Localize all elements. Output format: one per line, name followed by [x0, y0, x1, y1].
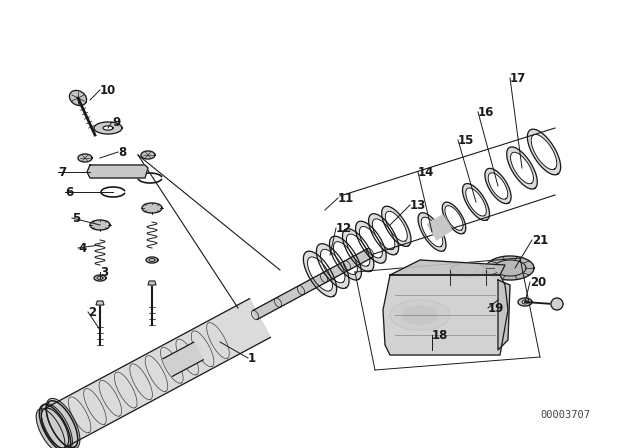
- Polygon shape: [46, 398, 80, 448]
- Text: 20: 20: [530, 276, 547, 289]
- Polygon shape: [450, 263, 486, 277]
- Text: 16: 16: [478, 105, 494, 119]
- Polygon shape: [45, 299, 271, 448]
- Polygon shape: [146, 257, 158, 263]
- Polygon shape: [303, 251, 337, 297]
- Polygon shape: [360, 227, 382, 258]
- Text: 10: 10: [100, 83, 116, 96]
- Polygon shape: [527, 129, 561, 175]
- Polygon shape: [498, 280, 510, 350]
- Polygon shape: [445, 206, 463, 230]
- Polygon shape: [442, 202, 466, 234]
- Polygon shape: [507, 147, 538, 189]
- Polygon shape: [94, 122, 122, 134]
- Polygon shape: [115, 168, 125, 174]
- Text: 9: 9: [112, 116, 120, 129]
- Polygon shape: [383, 275, 508, 355]
- Polygon shape: [90, 220, 110, 230]
- Polygon shape: [46, 401, 77, 448]
- Text: 12: 12: [336, 221, 352, 234]
- Polygon shape: [390, 300, 450, 330]
- Polygon shape: [488, 173, 508, 199]
- Polygon shape: [103, 126, 113, 130]
- Polygon shape: [41, 404, 72, 448]
- Polygon shape: [330, 236, 362, 280]
- Polygon shape: [148, 281, 156, 285]
- Polygon shape: [518, 298, 532, 306]
- Text: 1: 1: [248, 352, 256, 365]
- Text: 00003707: 00003707: [540, 410, 590, 420]
- Polygon shape: [511, 152, 534, 184]
- Polygon shape: [141, 151, 155, 159]
- Polygon shape: [78, 154, 92, 162]
- Text: 15: 15: [458, 134, 474, 146]
- Polygon shape: [485, 168, 511, 204]
- Polygon shape: [346, 234, 370, 266]
- Polygon shape: [142, 203, 162, 213]
- Polygon shape: [369, 214, 399, 255]
- Text: 18: 18: [432, 328, 449, 341]
- Text: 11: 11: [338, 191, 355, 204]
- Text: 21: 21: [532, 233, 548, 246]
- Polygon shape: [308, 257, 332, 291]
- Polygon shape: [342, 229, 374, 271]
- Text: 3: 3: [100, 266, 108, 279]
- Polygon shape: [95, 168, 105, 174]
- Polygon shape: [531, 134, 557, 169]
- Polygon shape: [372, 219, 395, 250]
- Polygon shape: [36, 409, 65, 448]
- Text: 13: 13: [410, 198, 426, 211]
- Text: 8: 8: [118, 146, 126, 159]
- Polygon shape: [385, 211, 407, 241]
- Circle shape: [551, 298, 563, 310]
- Polygon shape: [163, 342, 204, 376]
- Text: 14: 14: [418, 165, 435, 178]
- Polygon shape: [42, 408, 68, 448]
- Polygon shape: [96, 301, 104, 305]
- Polygon shape: [466, 188, 486, 216]
- Polygon shape: [94, 275, 106, 281]
- Polygon shape: [402, 306, 438, 324]
- Polygon shape: [421, 217, 443, 247]
- Polygon shape: [39, 405, 70, 448]
- Text: 17: 17: [510, 72, 526, 85]
- Polygon shape: [87, 165, 148, 178]
- Polygon shape: [321, 249, 345, 283]
- Polygon shape: [418, 213, 446, 251]
- Text: 19: 19: [488, 302, 504, 314]
- Text: 6: 6: [65, 185, 73, 198]
- Polygon shape: [428, 215, 452, 240]
- Polygon shape: [316, 244, 349, 289]
- Polygon shape: [333, 241, 357, 275]
- Polygon shape: [356, 221, 386, 263]
- Polygon shape: [253, 249, 372, 319]
- Polygon shape: [390, 260, 505, 275]
- Polygon shape: [70, 90, 86, 106]
- Polygon shape: [486, 256, 534, 280]
- Text: 4: 4: [78, 241, 86, 254]
- Polygon shape: [463, 184, 490, 220]
- Text: 2: 2: [88, 306, 96, 319]
- Text: 5: 5: [72, 211, 80, 224]
- Polygon shape: [132, 168, 142, 174]
- Polygon shape: [381, 206, 411, 246]
- Text: 7: 7: [58, 165, 66, 178]
